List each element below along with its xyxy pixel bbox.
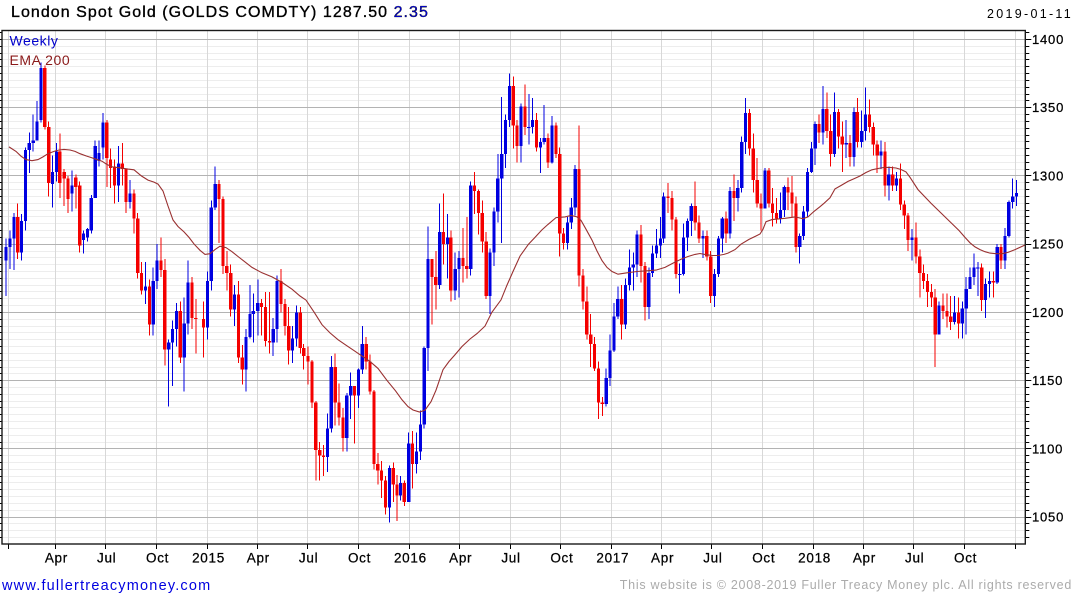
svg-text:1150: 1150 <box>1032 373 1063 388</box>
svg-text:Apr: Apr <box>449 551 472 566</box>
svg-text:2015: 2015 <box>192 551 225 566</box>
svg-text:1250: 1250 <box>1032 237 1064 252</box>
svg-text:Apr: Apr <box>853 551 876 566</box>
svg-text:1100: 1100 <box>1032 441 1063 456</box>
svg-text:Jul: Jul <box>703 551 722 566</box>
svg-text:Oct: Oct <box>348 551 371 566</box>
svg-text:Apr: Apr <box>45 551 68 566</box>
svg-text:1200: 1200 <box>1032 305 1064 320</box>
svg-text:Oct: Oct <box>752 551 775 566</box>
svg-text:Weekly: Weekly <box>10 33 59 49</box>
svg-text:Apr: Apr <box>651 551 674 566</box>
svg-text:1050: 1050 <box>1032 510 1064 525</box>
svg-text:Jul: Jul <box>501 551 520 566</box>
svg-text:1400: 1400 <box>1032 32 1064 47</box>
svg-text:EMA 200: EMA 200 <box>10 52 71 68</box>
svg-text:Jul: Jul <box>905 551 924 566</box>
svg-text:2017: 2017 <box>596 551 629 566</box>
svg-text:1350: 1350 <box>1032 100 1064 115</box>
svg-text:Jul: Jul <box>97 551 116 566</box>
svg-text:Jul: Jul <box>299 551 318 566</box>
svg-text:Oct: Oct <box>146 551 169 566</box>
svg-text:Oct: Oct <box>954 551 977 566</box>
svg-text:Apr: Apr <box>247 551 270 566</box>
svg-text:2018: 2018 <box>798 551 831 566</box>
svg-text:2016: 2016 <box>394 551 427 566</box>
svg-text:Oct: Oct <box>550 551 573 566</box>
svg-text:1300: 1300 <box>1032 169 1064 184</box>
